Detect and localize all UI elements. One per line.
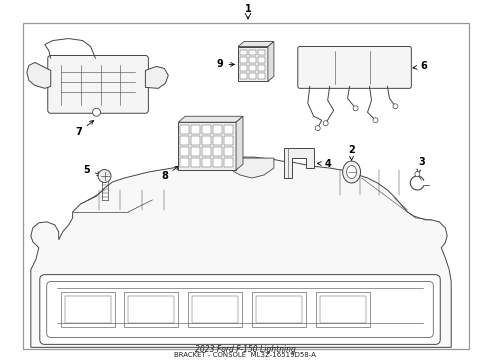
Bar [249,50,256,55]
Bar [128,296,174,323]
Bar [224,136,233,145]
Polygon shape [238,41,274,46]
Ellipse shape [346,166,357,179]
Text: 6: 6 [413,62,427,71]
Text: 1: 1 [245,4,251,14]
FancyBboxPatch shape [48,55,148,113]
Polygon shape [178,116,243,122]
Bar [224,147,233,156]
Bar [238,46,268,81]
Bar [258,66,265,71]
Text: 4: 4 [318,159,331,169]
Bar [180,158,189,167]
Bar [202,158,211,167]
Bar [240,66,247,71]
Bar [224,158,233,167]
Circle shape [373,118,378,123]
Bar [191,125,200,134]
Text: 5: 5 [83,165,101,175]
Text: 7: 7 [75,121,94,137]
Bar [65,296,111,323]
Bar [213,125,222,134]
Bar [213,136,222,145]
Bar [61,292,115,328]
Polygon shape [228,158,274,178]
Polygon shape [284,148,314,178]
Bar [249,73,256,80]
Polygon shape [27,62,51,88]
Text: BRACKET - CONSOLE  ML3Z-16519D58-A: BRACKET - CONSOLE ML3Z-16519D58-A [174,352,316,358]
Text: 3: 3 [417,157,425,173]
Bar [202,125,211,134]
Bar [188,292,242,328]
Polygon shape [236,116,243,170]
Bar [240,50,247,55]
Circle shape [93,108,100,116]
Text: 2023 Ford F-150 Lightning: 2023 Ford F-150 Lightning [195,345,295,354]
Bar [252,292,306,328]
Text: 8: 8 [161,166,179,181]
Bar [258,73,265,80]
Circle shape [415,171,420,176]
Bar [213,158,222,167]
Bar [180,136,189,145]
Bar [213,147,222,156]
Bar [316,292,369,328]
Text: 9: 9 [217,59,234,69]
Bar [319,296,366,323]
Bar [258,50,265,55]
Circle shape [393,104,398,109]
Bar [249,66,256,71]
Bar [191,158,200,167]
Bar [180,147,189,156]
FancyBboxPatch shape [47,282,433,337]
Bar [258,58,265,63]
Text: 2: 2 [348,145,355,161]
Circle shape [315,126,320,131]
Polygon shape [146,67,168,88]
Bar [191,136,200,145]
Bar [202,136,211,145]
Ellipse shape [343,161,361,183]
Bar [202,147,211,156]
Bar [224,125,233,134]
Circle shape [98,170,111,183]
Bar [178,122,236,170]
Bar [124,292,178,328]
Circle shape [323,121,328,126]
Circle shape [353,106,358,111]
Bar [180,125,189,134]
Bar [249,58,256,63]
FancyBboxPatch shape [40,275,440,345]
FancyBboxPatch shape [298,46,412,88]
Bar [240,58,247,63]
Bar [191,147,200,156]
Polygon shape [268,41,274,81]
Bar [192,296,238,323]
Bar [240,73,247,80]
Bar [256,296,302,323]
Polygon shape [31,157,451,347]
